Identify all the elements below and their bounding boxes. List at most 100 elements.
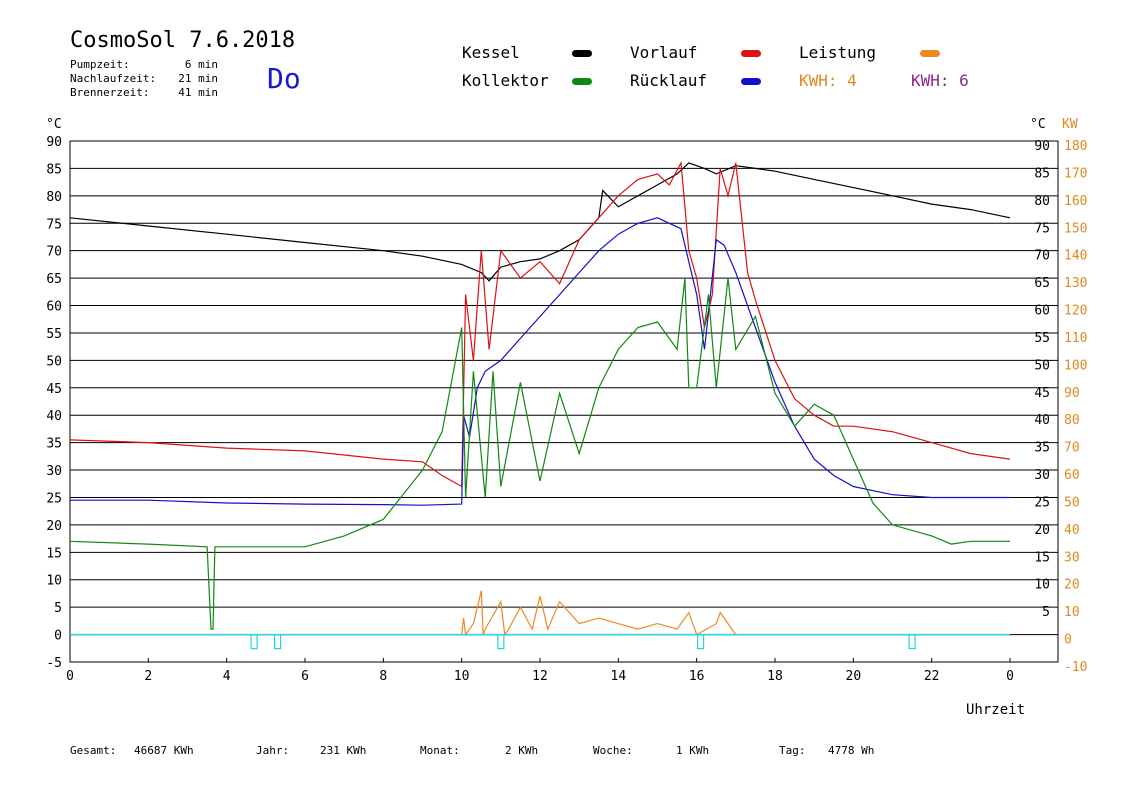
y-tick-right-kw: 130 bbox=[1064, 276, 1087, 291]
tick-labels: 908580757065605550454035302520151050-590… bbox=[46, 135, 1087, 684]
y-tick-right-kw: 170 bbox=[1064, 166, 1087, 181]
y-tick-left: 60 bbox=[46, 300, 62, 315]
legend-swatch-kollektor bbox=[572, 78, 592, 85]
legend-label-ruecklauf: Rücklauf bbox=[630, 71, 708, 90]
footer-value-1: 231 KWh bbox=[320, 744, 367, 757]
x-tick-label: 4 bbox=[223, 669, 231, 684]
stat-value-0: 6 min bbox=[184, 58, 218, 71]
footer-label-1: Jahr: bbox=[256, 744, 290, 757]
legend-swatch-kessel bbox=[572, 50, 592, 57]
stat-label-2: Brennerzeit: bbox=[70, 86, 150, 99]
x-tick-label: 8 bbox=[379, 669, 387, 684]
pump-marker bbox=[250, 633, 258, 650]
y-tick-right-kw: 160 bbox=[1064, 194, 1087, 209]
y-tick-right-kw: 110 bbox=[1064, 331, 1087, 346]
x-tick-label: 12 bbox=[532, 669, 548, 684]
y-tick-right-c: 45 bbox=[1034, 386, 1050, 401]
y-tick-right-c: 5 bbox=[1042, 605, 1050, 620]
plot-frame bbox=[69, 140, 1059, 663]
weekday-label: Do bbox=[267, 62, 301, 95]
x-tick-label: 14 bbox=[611, 669, 627, 684]
y-tick-right-kw: 60 bbox=[1064, 468, 1080, 483]
footer-value-3: 1 KWh bbox=[676, 744, 710, 757]
legend-kwh-orange: KWH: 4 bbox=[799, 71, 857, 90]
y-tick-right-c: 60 bbox=[1034, 304, 1050, 319]
y-tick-left: 0 bbox=[54, 629, 62, 644]
y-tick-right-kw: 100 bbox=[1064, 358, 1087, 373]
y-tick-right-c: 85 bbox=[1034, 166, 1050, 181]
legend-swatch-leistung bbox=[920, 50, 940, 57]
x-axis-label: Uhrzeit bbox=[966, 702, 1025, 718]
footer-label-2: Monat: bbox=[420, 744, 460, 757]
x-tick-label: 2 bbox=[144, 669, 152, 684]
y-axis-label-right-kw: KW bbox=[1062, 117, 1078, 132]
y-tick-right-kw: 30 bbox=[1064, 550, 1080, 565]
y-tick-right-c: 25 bbox=[1034, 495, 1050, 510]
y-tick-left: -5 bbox=[46, 656, 62, 671]
y-tick-right-c: 55 bbox=[1034, 331, 1050, 346]
x-tick-label: 0 bbox=[1006, 669, 1014, 684]
x-tick-label: 6 bbox=[301, 669, 309, 684]
y-tick-left: 40 bbox=[46, 409, 62, 424]
y-tick-right-c: 65 bbox=[1034, 276, 1050, 291]
stat-label-1: Nachlaufzeit: bbox=[70, 72, 157, 85]
y-tick-left: 55 bbox=[46, 327, 62, 342]
legend-label-kessel: Kessel bbox=[462, 43, 520, 62]
pump-markers bbox=[70, 633, 1010, 650]
y-axis-label-right-c: °C bbox=[1030, 117, 1046, 132]
y-tick-left: 5 bbox=[54, 601, 62, 616]
series-line-vorlauf bbox=[69, 160, 1011, 488]
series-line-rcklauf bbox=[70, 217, 1010, 506]
y-tick-right-c: 20 bbox=[1034, 523, 1050, 538]
legend-label-kollektor: Kollektor bbox=[462, 71, 549, 90]
y-tick-right-c: 35 bbox=[1034, 441, 1050, 456]
temperature-chart: 908580757065605550454035302520151050-590… bbox=[46, 117, 1087, 718]
axes bbox=[69, 140, 1059, 663]
y-tick-right-c: 30 bbox=[1034, 468, 1050, 483]
y-tick-right-kw: 50 bbox=[1064, 495, 1080, 510]
y-tick-left: 30 bbox=[46, 464, 62, 479]
y-axis-label-left: °C bbox=[46, 117, 62, 132]
y-tick-right-kw: 180 bbox=[1064, 139, 1087, 154]
y-tick-left: 35 bbox=[46, 437, 62, 452]
legend-label-leistung: Leistung bbox=[799, 43, 877, 62]
pump-marker bbox=[497, 633, 505, 650]
footer-value-0: 46687 KWh bbox=[134, 744, 194, 757]
pump-marker bbox=[908, 633, 916, 650]
y-tick-right-kw: 40 bbox=[1064, 523, 1080, 538]
y-tick-left: 15 bbox=[46, 546, 62, 561]
x-tick-label: 0 bbox=[66, 669, 74, 684]
y-tick-left: 85 bbox=[46, 162, 62, 177]
y-tick-left: 65 bbox=[46, 272, 62, 287]
y-tick-right-c: 80 bbox=[1034, 194, 1050, 209]
y-tick-left: 25 bbox=[46, 491, 62, 506]
chart-title: CosmoSol 7.6.2018 bbox=[70, 28, 296, 53]
y-tick-right-c: 90 bbox=[1034, 139, 1050, 154]
x-tick-label: 20 bbox=[846, 669, 862, 684]
y-tick-left: 80 bbox=[46, 190, 62, 205]
series-lines bbox=[69, 160, 1011, 637]
stat-label-0: Pumpzeit: bbox=[70, 58, 130, 71]
y-tick-right-kw: 10 bbox=[1064, 605, 1080, 620]
y-tick-left: 90 bbox=[46, 135, 62, 150]
series-line-kessel bbox=[69, 162, 1011, 282]
y-tick-right-kw: 80 bbox=[1064, 413, 1080, 428]
y-tick-left: 70 bbox=[46, 245, 62, 260]
y-tick-right-c: 40 bbox=[1034, 413, 1050, 428]
y-tick-right-kw: 0 bbox=[1064, 633, 1072, 648]
y-tick-right-c: 50 bbox=[1034, 358, 1050, 373]
y-tick-right-kw: 150 bbox=[1064, 221, 1087, 236]
footer-label-0: Gesamt: bbox=[70, 744, 117, 757]
grid-lines bbox=[70, 140, 1058, 663]
stat-value-2: 41 min bbox=[178, 86, 218, 99]
y-tick-right-c: 15 bbox=[1034, 550, 1050, 565]
y-tick-left: 45 bbox=[46, 382, 62, 397]
y-tick-right-kw: 70 bbox=[1064, 441, 1080, 456]
y-tick-right-kw: 140 bbox=[1064, 249, 1087, 264]
y-tick-left: 20 bbox=[46, 519, 62, 534]
x-tick-label: 10 bbox=[454, 669, 470, 684]
footer-value-4: 4778 Wh bbox=[828, 744, 875, 757]
y-tick-right-kw: 90 bbox=[1064, 386, 1080, 401]
series-line-leistung bbox=[70, 590, 1010, 637]
y-tick-right-kw: -10 bbox=[1064, 660, 1087, 675]
